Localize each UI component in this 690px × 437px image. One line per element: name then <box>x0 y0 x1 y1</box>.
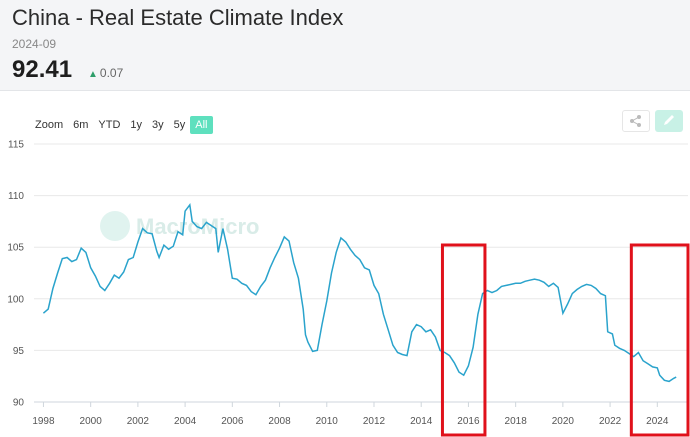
x-tick-label: 2002 <box>127 416 150 427</box>
watermark: MacroMicro <box>100 211 259 241</box>
x-tick-label: 2000 <box>80 416 103 427</box>
y-axis: 90 95 100 105 110 115 <box>7 140 24 409</box>
x-tick-label: 2016 <box>457 416 480 427</box>
watermark-logo-icon <box>100 211 130 241</box>
change-indicator: ▲ 0.07 <box>88 66 123 80</box>
header: China - Real Estate Climate Index 2024-0… <box>0 0 690 91</box>
change-value: 0.07 <box>99 66 124 80</box>
y-tick-label: 90 <box>13 398 25 409</box>
x-tick-label: 2022 <box>599 416 622 427</box>
pencil-icon <box>664 115 674 125</box>
range-6m-button[interactable]: 6m <box>73 119 89 131</box>
x-tick-label: 1998 <box>32 416 55 427</box>
y-tick-label: 115 <box>8 140 24 151</box>
highlight-layer <box>440 243 690 437</box>
latest-value: 92.41 <box>12 56 73 83</box>
grid-layer <box>34 143 688 403</box>
series-line-real-estate-climate-index <box>42 203 677 383</box>
highlight-box-2 <box>629 243 690 437</box>
share-button[interactable] <box>622 110 650 132</box>
x-tick-label: 2008 <box>268 416 291 427</box>
period-label: 2024-09 <box>12 37 57 51</box>
highlight-box-1 <box>440 243 487 437</box>
x-axis: 1998 2000 2002 2004 2006 2008 2010 2012 2014 2016… <box>32 401 688 427</box>
x-tick-label: 2010 <box>316 416 339 427</box>
page-title: China - Real Estate Climate Index <box>12 5 344 30</box>
y-tick-label: 110 <box>8 191 24 202</box>
range-1y-button[interactable]: 1y <box>130 119 143 131</box>
x-tick-label: 2020 <box>552 416 575 427</box>
range-ytd-button[interactable]: YTD <box>98 119 121 131</box>
share-icon <box>630 115 641 127</box>
y-tick-label: 95 <box>13 346 25 357</box>
x-tick-label: 2014 <box>410 416 433 427</box>
zoom-label: Zoom <box>35 119 64 131</box>
y-tick-label: 105 <box>7 243 24 254</box>
x-tick-label: 2024 <box>646 416 669 427</box>
zoom-bar: Zoom 6m YTD 1y 3y 5y All <box>30 116 213 134</box>
range-5y-button[interactable]: 5y <box>173 119 186 131</box>
x-tick-label: 2012 <box>363 416 386 427</box>
y-tick-label: 100 <box>7 294 24 305</box>
range-3y-button[interactable]: 3y <box>152 119 164 131</box>
x-tick-label: 2006 <box>221 416 244 427</box>
up-arrow-icon: ▲ <box>88 69 98 80</box>
range-all-button[interactable]: All <box>190 116 213 134</box>
x-tick-label: 2004 <box>174 416 197 427</box>
x-tick-label: 2018 <box>505 416 528 427</box>
edit-button[interactable] <box>655 110 683 132</box>
